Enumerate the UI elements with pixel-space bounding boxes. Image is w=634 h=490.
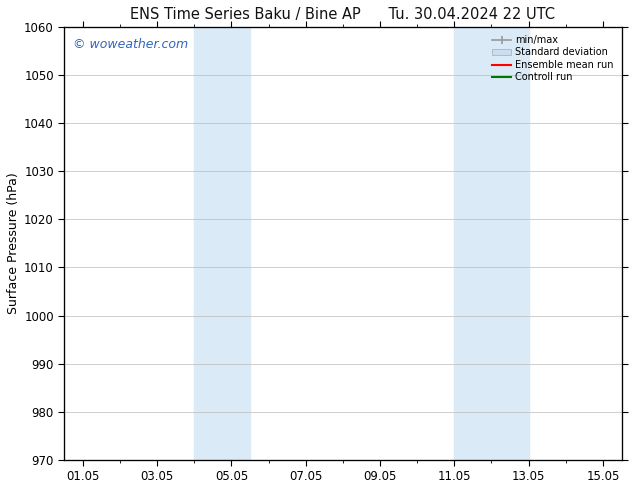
Title: ENS Time Series Baku / Bine AP      Tu. 30.04.2024 22 UTC: ENS Time Series Baku / Bine AP Tu. 30.04…	[131, 7, 555, 22]
Bar	[194, 27, 250, 460]
Legend: min/max, Standard deviation, Ensemble mean run, Controll run: min/max, Standard deviation, Ensemble me…	[489, 32, 617, 85]
Text: © woweather.com: © woweather.com	[73, 38, 188, 51]
Bar	[455, 27, 529, 460]
Y-axis label: Surface Pressure (hPa): Surface Pressure (hPa)	[7, 172, 20, 314]
